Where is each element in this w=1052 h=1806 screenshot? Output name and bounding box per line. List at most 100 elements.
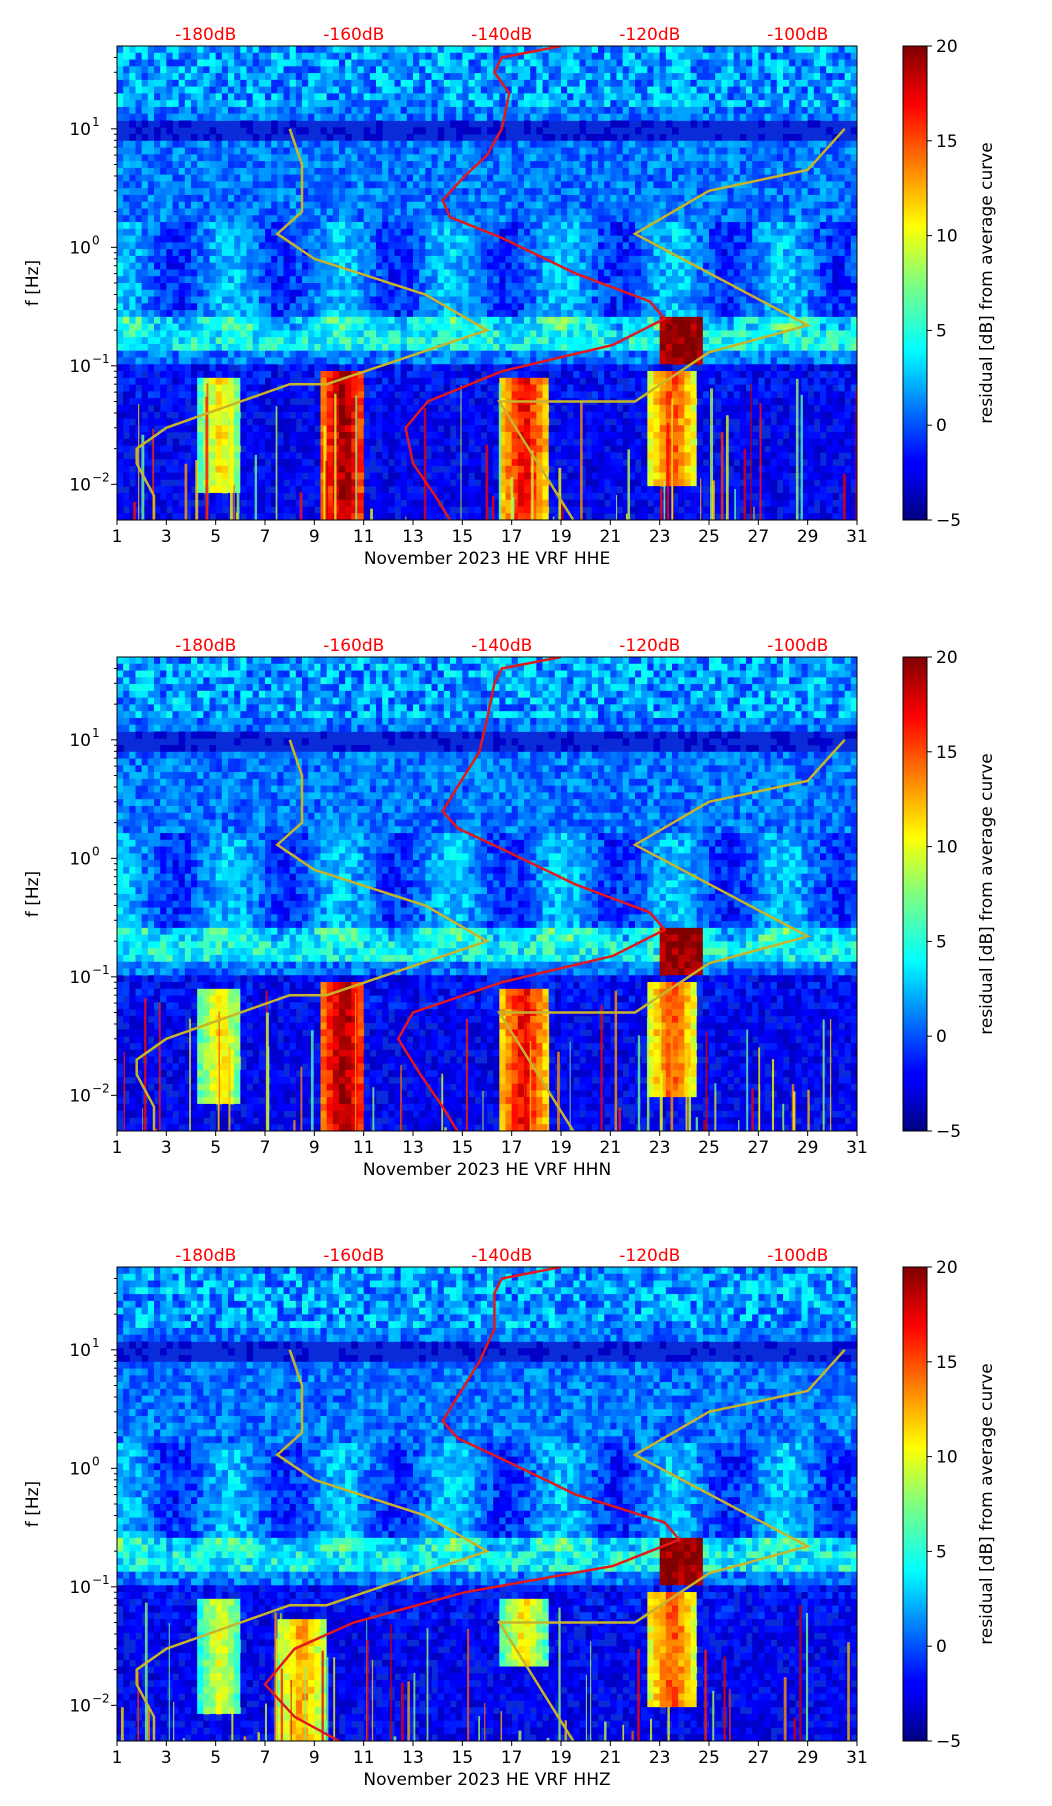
heatmap-cell bbox=[178, 337, 186, 345]
heatmap-cell bbox=[548, 73, 556, 81]
heatmap-cell bbox=[776, 46, 784, 54]
heatmap-cell bbox=[573, 181, 580, 189]
heatmap-cell bbox=[129, 276, 136, 284]
heatmap-cell bbox=[228, 147, 235, 155]
heatmap-cell bbox=[622, 73, 630, 81]
heatmap-cell bbox=[388, 269, 395, 277]
heatmap-cell bbox=[369, 276, 377, 284]
heatmap-cell bbox=[653, 235, 661, 243]
heatmap-cell bbox=[524, 235, 531, 243]
heatmap-cell bbox=[258, 100, 266, 108]
heatmap-cell bbox=[783, 100, 790, 108]
heatmap-cell bbox=[240, 262, 247, 270]
heatmap-cell bbox=[678, 310, 685, 318]
heatmap-cell bbox=[456, 276, 463, 284]
heatmap-cell bbox=[536, 289, 543, 297]
heatmap-cell bbox=[326, 323, 334, 331]
heatmap-cell bbox=[739, 323, 747, 331]
heatmap-cell bbox=[505, 228, 513, 236]
heatmap-cell bbox=[252, 310, 260, 318]
heatmap-cell bbox=[721, 201, 728, 209]
heatmap-cell bbox=[659, 235, 667, 243]
heatmap-cell bbox=[357, 79, 365, 88]
heatmap-cell bbox=[653, 59, 661, 67]
heatmap-cell bbox=[850, 269, 857, 277]
heatmap-cell bbox=[252, 174, 260, 182]
heatmap-cell bbox=[524, 46, 531, 54]
heatmap-cell bbox=[672, 140, 679, 148]
heatmap-cell bbox=[850, 52, 857, 60]
heatmap-cell bbox=[616, 161, 624, 169]
heatmap-cell bbox=[542, 100, 550, 108]
heatmap-cell bbox=[733, 79, 741, 88]
heatmap-cell bbox=[715, 79, 722, 88]
heatmap-cell bbox=[672, 262, 679, 270]
heatmap-cell bbox=[400, 161, 408, 169]
heatmap-cell bbox=[567, 147, 574, 155]
heatmap-cell bbox=[406, 330, 414, 338]
heatmap-cell bbox=[573, 79, 580, 88]
heatmap-cell bbox=[770, 201, 778, 209]
heatmap-cell bbox=[172, 310, 180, 318]
heatmap-cell bbox=[289, 147, 297, 155]
heatmap-cell bbox=[801, 242, 809, 250]
heatmap-cell bbox=[246, 59, 254, 67]
heatmap-cell bbox=[295, 140, 303, 148]
heatmap-cell bbox=[431, 330, 439, 338]
heatmap-cell bbox=[314, 93, 321, 101]
heatmap-cell bbox=[807, 201, 815, 209]
heatmap-cell bbox=[511, 228, 519, 236]
heatmap-cell bbox=[635, 201, 642, 209]
heatmap-cell bbox=[474, 59, 482, 67]
heatmap-cell bbox=[524, 262, 531, 270]
heatmap-cell bbox=[554, 100, 562, 108]
heatmap-cell bbox=[228, 208, 235, 216]
heatmap-cell bbox=[271, 154, 278, 162]
heatmap-cell bbox=[431, 100, 439, 108]
heatmap-cell bbox=[739, 106, 747, 115]
heatmap-cell bbox=[369, 46, 377, 54]
heatmap-cell bbox=[826, 323, 833, 331]
heatmap-cell bbox=[684, 310, 691, 318]
heatmap-cell bbox=[591, 140, 599, 148]
heatmap-cell bbox=[838, 289, 846, 297]
heatmap-cell bbox=[820, 59, 827, 67]
heatmap-cell bbox=[468, 276, 476, 284]
heatmap-cell bbox=[690, 181, 698, 189]
heatmap-cell bbox=[635, 296, 642, 304]
heatmap-cell bbox=[721, 73, 728, 81]
heatmap-cell bbox=[548, 140, 556, 148]
heatmap-cell bbox=[758, 228, 765, 236]
heatmap-cell bbox=[684, 262, 691, 270]
heatmap-cell bbox=[776, 228, 784, 236]
heatmap-cell bbox=[487, 113, 494, 121]
heatmap-cell bbox=[314, 289, 321, 297]
heatmap-cell bbox=[610, 208, 617, 216]
heatmap-cell bbox=[184, 235, 192, 243]
heatmap-cell bbox=[672, 59, 679, 67]
heatmap-cell bbox=[450, 174, 457, 182]
heatmap-cell bbox=[191, 106, 198, 115]
heatmap-cell bbox=[308, 201, 315, 209]
heatmap-cell bbox=[598, 100, 605, 108]
heatmap-cell bbox=[437, 276, 445, 284]
heatmap-cell bbox=[295, 194, 303, 203]
heatmap-cell bbox=[406, 100, 414, 108]
heatmap-cell bbox=[474, 100, 482, 108]
heatmap-cell bbox=[647, 296, 654, 304]
heatmap-cell bbox=[462, 201, 469, 209]
heatmap-cell bbox=[123, 147, 130, 155]
heatmap-cell bbox=[277, 59, 284, 67]
heatmap-cell bbox=[209, 167, 217, 176]
heatmap-cell bbox=[783, 201, 790, 209]
heatmap-cell bbox=[332, 106, 340, 115]
heatmap-cell bbox=[635, 106, 642, 115]
heatmap-cell bbox=[542, 93, 550, 101]
heatmap-cell bbox=[326, 269, 334, 277]
heatmap-cell bbox=[585, 66, 593, 74]
heatmap-cell bbox=[400, 194, 408, 203]
heatmap-cell bbox=[369, 201, 377, 209]
heatmap-cell bbox=[172, 194, 180, 203]
heatmap-cell bbox=[271, 52, 278, 60]
heatmap-cell bbox=[548, 147, 556, 155]
